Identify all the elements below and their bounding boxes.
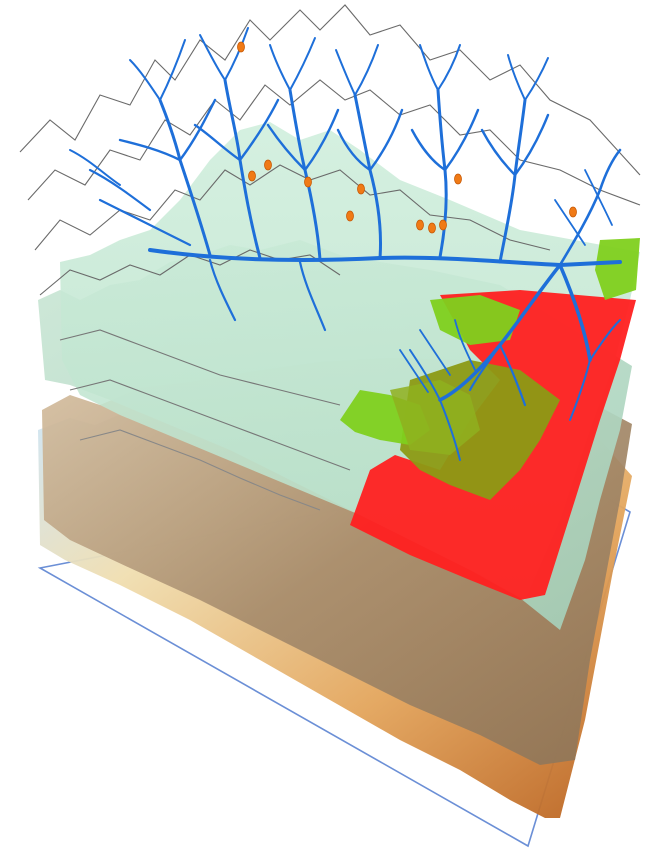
sample-point <box>569 206 577 218</box>
sample-point <box>428 222 436 234</box>
sample-point <box>439 219 447 231</box>
sample-point <box>357 183 365 195</box>
sample-point <box>237 41 245 53</box>
green-zone-4 <box>390 380 480 455</box>
green-zone-2 <box>430 295 520 345</box>
sample-point <box>304 176 312 188</box>
sample-point <box>264 159 272 171</box>
sample-point <box>248 170 256 182</box>
sample-point <box>416 219 424 231</box>
sample-points <box>237 41 577 234</box>
topographic-wireframe <box>19 4 641 511</box>
sample-point <box>346 210 354 222</box>
river-network <box>69 27 622 461</box>
sample-point <box>454 173 462 185</box>
green-zone-3 <box>595 238 640 300</box>
